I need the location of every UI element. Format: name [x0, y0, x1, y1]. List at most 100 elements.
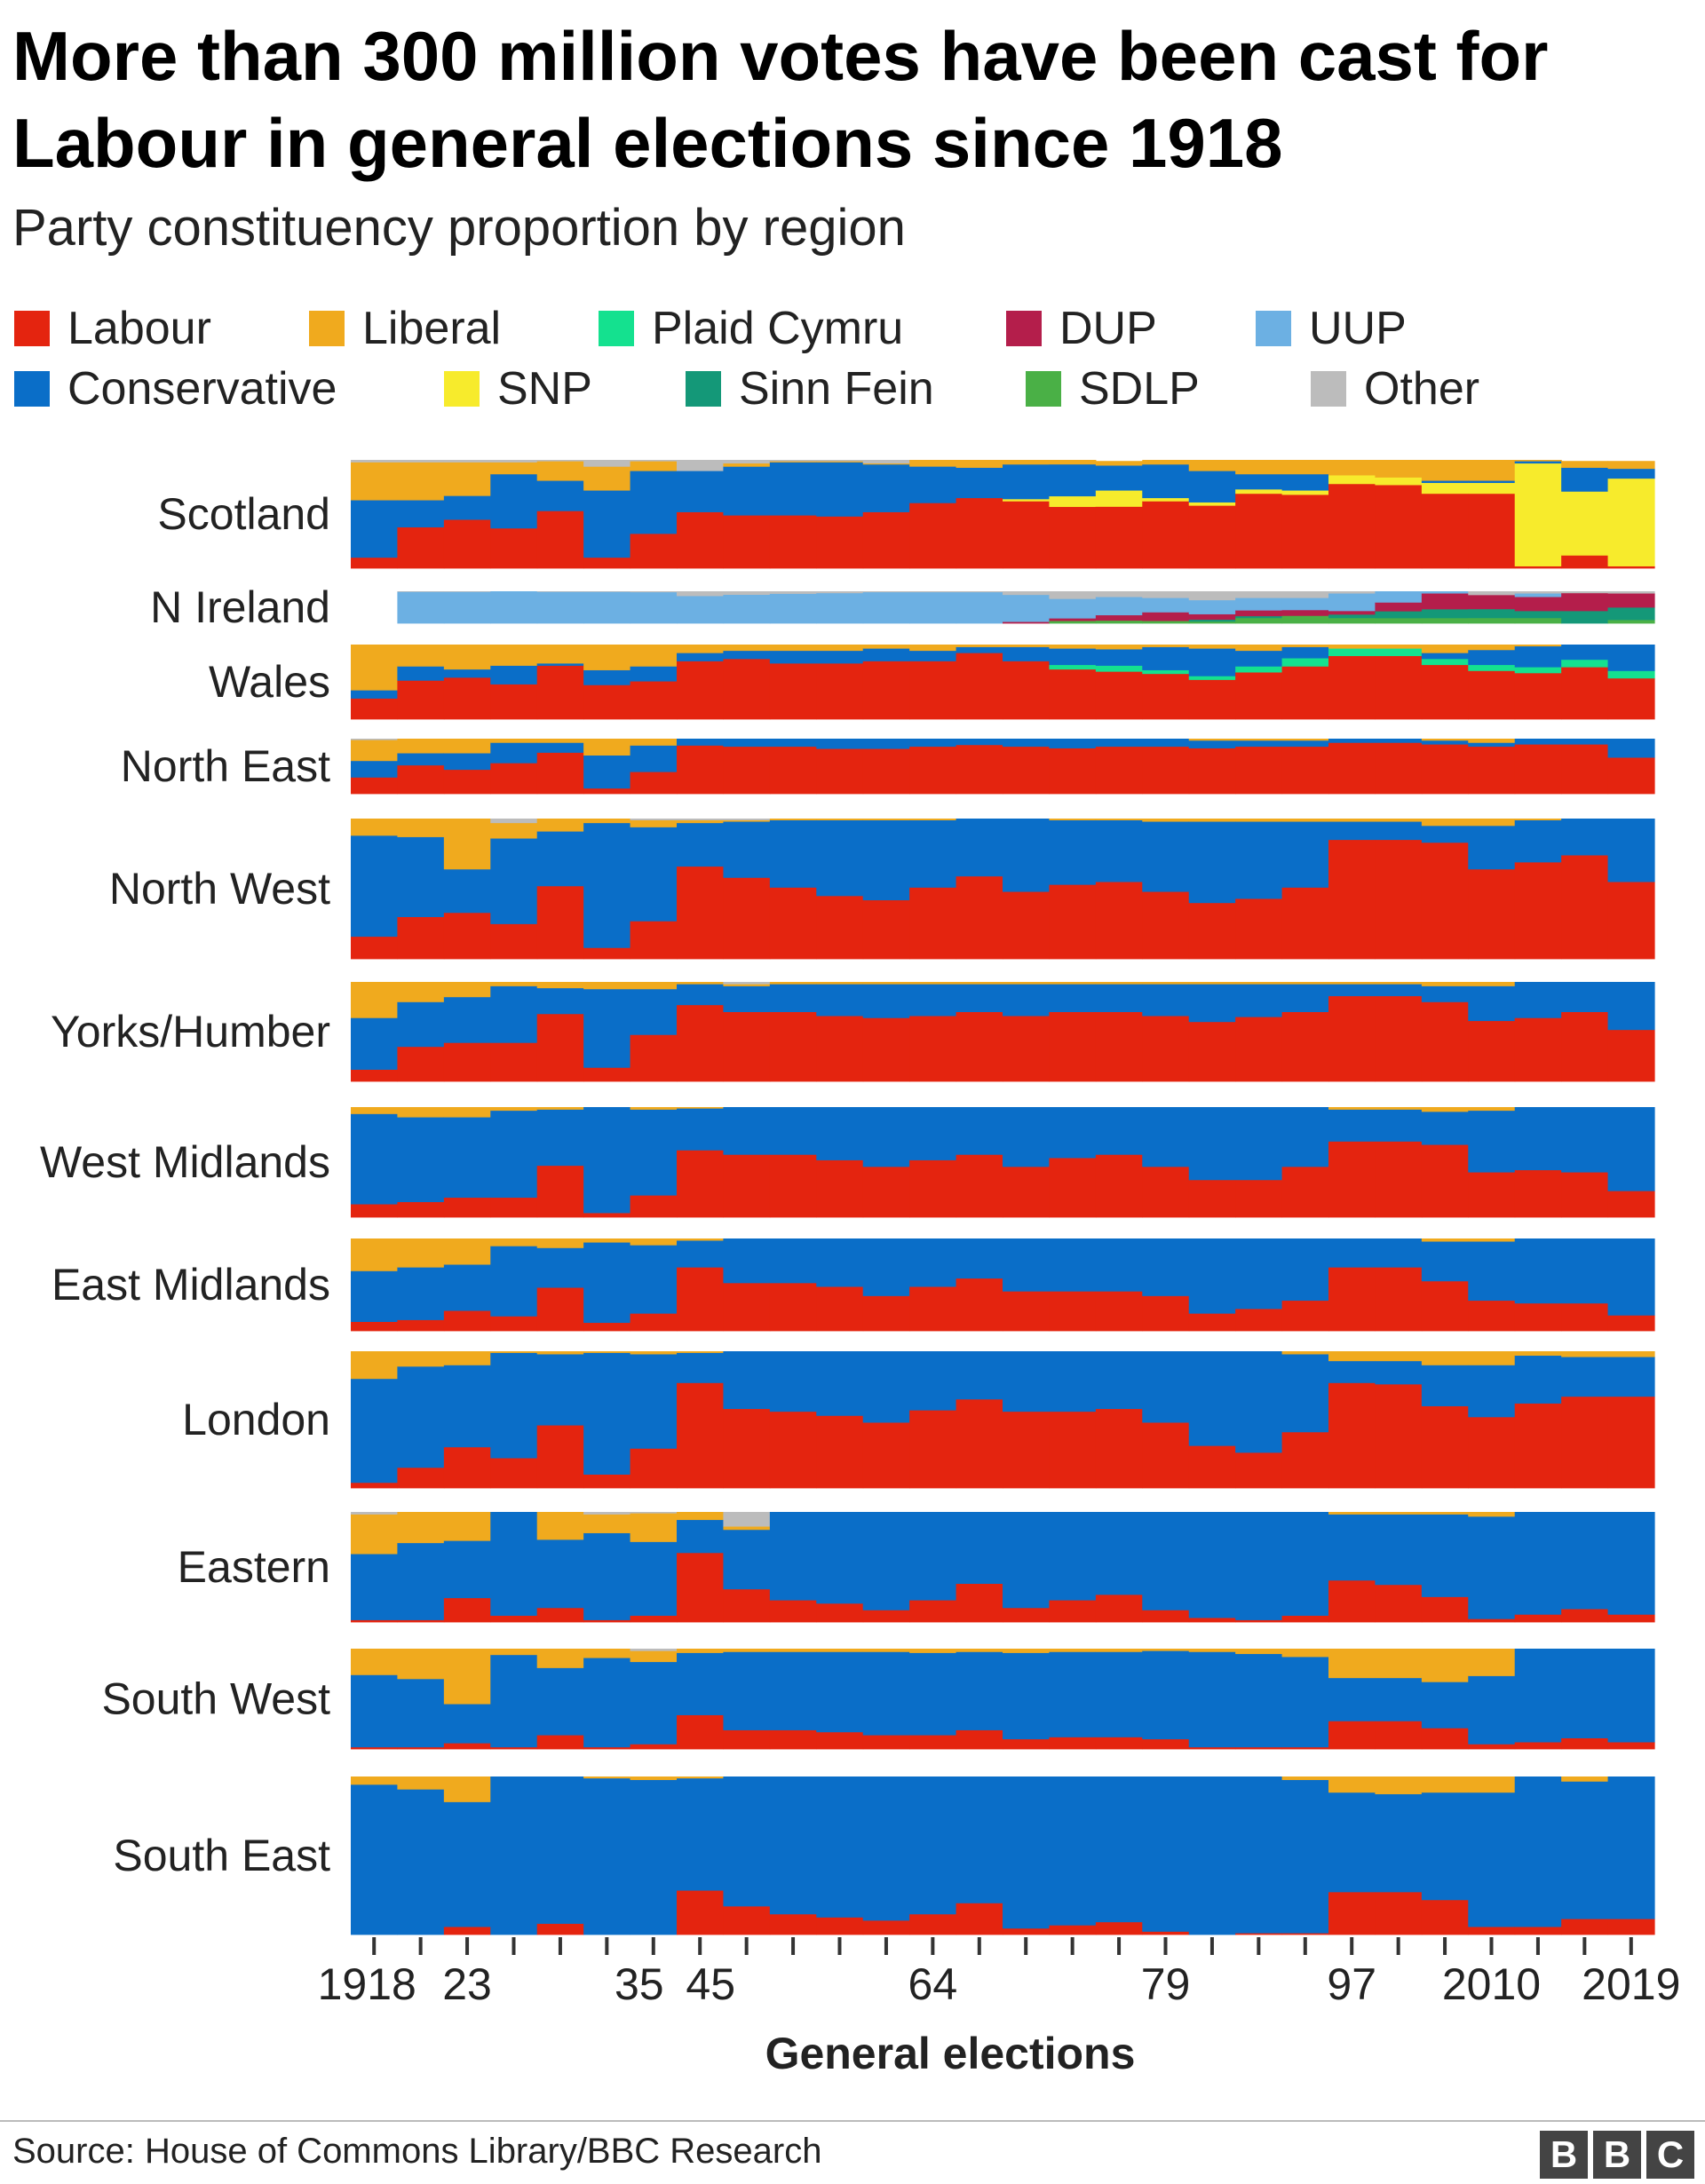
- bar-segment-east-midlands-conservative-1922: [397, 1267, 445, 1320]
- bar-segment-london-labour-1964: [909, 1410, 957, 1489]
- bar-segment-north-east-labour-1922: [397, 764, 445, 795]
- bar-segment-n-ireland-sdlp-2001: [1375, 618, 1423, 624]
- bar-segment-wales-liberal-2005: [1421, 645, 1469, 653]
- bar-segment-scotland-liberal-1992: [1281, 460, 1329, 475]
- bar-segment-north-east-conservative-1974-feb: [1049, 739, 1097, 748]
- bar-segment-eastern-liberal-1923: [443, 1512, 491, 1541]
- bar-segment-east-midlands-conservative-2017: [1561, 1238, 1609, 1304]
- bar-segment-west-midlands-labour-1992: [1281, 1166, 1329, 1218]
- bar-segment-east-midlands-liberal-2005: [1421, 1238, 1469, 1242]
- bar-segment-north-west-conservative-2015: [1514, 819, 1562, 863]
- bar-segment-wales-plaid-cymru-1992: [1281, 658, 1329, 667]
- bar-segment-london-labour-1922: [397, 1467, 445, 1489]
- bar-segment-east-midlands-conservative-2005: [1421, 1241, 1469, 1282]
- bar-segment-north-west-other-1924: [490, 819, 538, 824]
- bar-segment-yorks-humber-labour-1970: [1003, 1016, 1051, 1082]
- bar-segment-scotland-snp-1974-oct: [1095, 490, 1143, 507]
- bar-segment-eastern-conservative-1964: [909, 1512, 957, 1601]
- bar-segment-wales-plaid-cymru-2015: [1514, 667, 1562, 674]
- bar-segment-scotland-labour-2017: [1561, 555, 1609, 569]
- bar-segment-eastern-labour-1951: [769, 1600, 817, 1623]
- bar-segment-south-east-labour-2010: [1468, 1927, 1516, 1935]
- bar-segment-south-west-liberal-2005: [1421, 1649, 1469, 1682]
- bar-segment-eastern-labour-1983: [1188, 1618, 1236, 1623]
- region-panel-scotland: Scotland: [157, 460, 1655, 569]
- bar-segment-n-ireland-sinn-fein-2010: [1468, 608, 1516, 619]
- bar-segment-eastern-labour-2015: [1514, 1614, 1562, 1623]
- x-tick-label: 1918: [318, 1959, 416, 2009]
- bar-segment-london-conservative-1970: [1003, 1351, 1051, 1412]
- bar-segment-scotland-labour-2010: [1468, 493, 1516, 569]
- bar-segment-north-west-labour-1987: [1235, 898, 1283, 960]
- bar-segment-n-ireland-uup-1974-oct: [1095, 597, 1143, 616]
- bar-segment-wales-liberal-1955: [816, 645, 864, 652]
- bar-segment-south-west-conservative-1979: [1142, 1650, 1190, 1740]
- bar-segment-london-conservative-1987: [1235, 1351, 1283, 1453]
- bar-segment-yorks-humber-liberal-1997: [1328, 982, 1376, 985]
- bar-segment-london-conservative-2019: [1607, 1357, 1655, 1397]
- bar-segment-north-east-liberal-1935: [630, 739, 678, 746]
- bar-segment-south-west-liberal-1923: [443, 1649, 491, 1705]
- bar-segment-wales-labour-1931: [583, 684, 631, 720]
- bar-segment-south-west-labour-1935: [630, 1744, 678, 1750]
- bar-segment-north-west-conservative-1931: [583, 822, 631, 948]
- bar-segment-n-ireland-sdlp-1987: [1235, 617, 1283, 624]
- bar-segment-south-west-conservative-1935: [630, 1661, 678, 1745]
- bar-segment-north-west-conservative-2010: [1468, 825, 1516, 870]
- bar-segment-west-midlands-liberal-1922: [397, 1107, 445, 1118]
- bar-segment-west-midlands-conservative-1955: [816, 1107, 864, 1160]
- bar-segment-yorks-humber-labour-2017: [1561, 1011, 1609, 1082]
- bar-segment-scotland-liberal-2005: [1421, 460, 1469, 481]
- bar-segment-west-midlands-liberal-1924: [490, 1107, 538, 1112]
- bar-segment-scotland-liberal-1966: [956, 460, 1003, 468]
- bar-segment-n-ireland-dup-1997: [1328, 610, 1376, 615]
- bar-segment-north-east-other-1918: [351, 739, 399, 740]
- bar-segment-north-east-conservative-1966: [956, 739, 1003, 746]
- bar-segment-london-conservative-1945: [677, 1352, 725, 1383]
- legend-label: UUP: [1309, 303, 1407, 354]
- bar-segment-west-midlands-labour-2017: [1561, 1172, 1609, 1218]
- bbc-logo-letter: B: [1540, 2131, 1588, 2179]
- bar-segment-north-west-conservative-2001: [1375, 821, 1423, 841]
- bar-segment-wales-conservative-1979: [1142, 646, 1190, 670]
- legend-label: Liberal: [362, 303, 502, 354]
- bar-segment-south-east-labour-1950: [723, 1905, 771, 1935]
- bar-segment-west-midlands-labour-1959: [862, 1166, 910, 1218]
- bar-segment-south-west-liberal-1979: [1142, 1649, 1190, 1651]
- bar-segment-yorks-humber-conservative-1950: [723, 985, 771, 1012]
- bar-segment-n-ireland-uup-1987: [1235, 597, 1283, 611]
- bar-segment-yorks-humber-liberal-1951: [769, 982, 817, 985]
- bar-segment-london-labour-2017: [1561, 1396, 1609, 1489]
- bar-segment-east-midlands-conservative-2001: [1375, 1238, 1423, 1268]
- bar-segment-north-west-conservative-1992: [1281, 821, 1329, 888]
- bar-segment-n-ireland-dup-1970: [1003, 621, 1051, 624]
- legend-label: Sinn Fein: [739, 363, 934, 415]
- bar-segment-yorks-humber-conservative-2019: [1607, 982, 1655, 1031]
- bar-segment-n-ireland-uup-1970: [1003, 594, 1051, 622]
- bar-segment-eastern-conservative-1951: [769, 1512, 817, 1601]
- bar-segment-n-ireland-uup-1923: [443, 591, 491, 624]
- chart-subtitle: Party constituency proportion by region: [12, 199, 906, 257]
- bar-segment-wales-liberal-1951: [769, 645, 817, 652]
- bar-segment-scotland-conservative-1987: [1235, 473, 1283, 490]
- bar-segment-south-east-labour-1966: [956, 1903, 1003, 1935]
- bar-segment-south-west-labour-1959: [862, 1735, 910, 1750]
- bar-segment-scotland-conservative-2010: [1468, 480, 1516, 484]
- bar-segment-north-west-labour-1931: [583, 947, 631, 960]
- bar-segment-london-conservative-1951: [769, 1351, 817, 1412]
- bar-segment-scotland-liberal-1951: [769, 461, 817, 463]
- bar-segment-n-ireland-uup-1974-feb: [1049, 598, 1097, 619]
- bar-segment-eastern-liberal-1931: [583, 1514, 631, 1533]
- bar-segment-south-west-labour-1950: [723, 1729, 771, 1750]
- bar-segment-eastern-conservative-2010: [1468, 1515, 1516, 1619]
- bar-segment-south-west-labour-2001: [1375, 1721, 1423, 1750]
- bar-segment-london-conservative-1974-oct: [1095, 1351, 1143, 1410]
- bar-segment-north-east-conservative-1945: [677, 739, 725, 746]
- bar-segment-north-east-conservative-1922: [397, 753, 445, 766]
- bar-segment-n-ireland-uup-1922: [397, 591, 445, 624]
- bar-segment-south-east-conservative-1924: [490, 1776, 538, 1935]
- bar-segment-yorks-humber-labour-2015: [1514, 1017, 1562, 1082]
- bar-segment-eastern-conservative-1924: [490, 1512, 538, 1616]
- bar-segment-scotland-liberal-1974-oct: [1095, 461, 1143, 466]
- bar-segment-scotland-conservative-1955: [816, 462, 864, 517]
